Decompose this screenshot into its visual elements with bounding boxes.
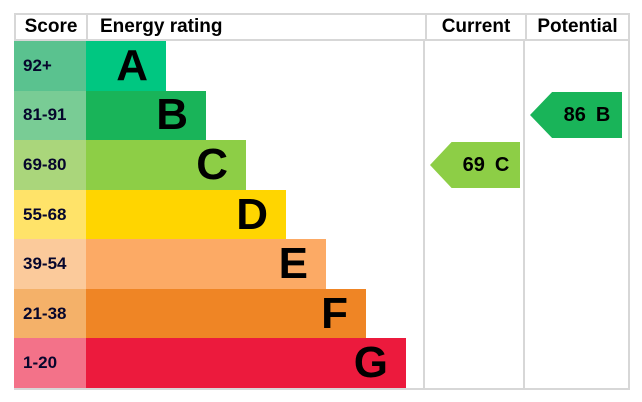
chart-body: 92+ A 81-91 B 69-80 C 55-68 D 39-54 E 21…: [14, 41, 630, 390]
score-range: 21-38: [14, 288, 86, 339]
band-bar-e: E: [86, 239, 326, 289]
divider-right-edge: [628, 41, 630, 388]
potential-rating-arrow: 86 B: [530, 92, 622, 138]
band-letter: D: [236, 189, 268, 239]
band-bar-b: B: [86, 90, 206, 141]
band-row-e: 39-54 E: [14, 239, 630, 289]
band-row-b: 81-91 B: [14, 90, 630, 141]
score-range: 81-91: [14, 90, 86, 141]
score-range: 39-54: [14, 239, 86, 289]
header-current: Current: [425, 15, 525, 39]
current-band-letter: C: [494, 153, 510, 176]
header-potential: Potential: [525, 15, 630, 39]
current-rating-arrow: 69 C: [430, 142, 520, 188]
band-row-d: 55-68 D: [14, 189, 630, 240]
score-range: 1-20: [14, 338, 86, 389]
band-row-c: 69-80 C: [14, 140, 630, 190]
band-row-g: 1-20 G: [14, 338, 630, 389]
band-letter: A: [116, 40, 148, 90]
score-range: 69-80: [14, 140, 86, 190]
band-row-f: 21-38 F: [14, 288, 630, 339]
score-range: 92+: [14, 41, 86, 91]
table-header: Score Energy rating Current Potential: [14, 13, 630, 41]
divider-current-potential: [523, 41, 525, 388]
current-score-value: 69: [462, 153, 485, 176]
score-range: 55-68: [14, 189, 86, 240]
band-letter: F: [321, 288, 348, 338]
potential-band-letter: B: [595, 103, 611, 126]
band-bar-d: D: [86, 189, 286, 240]
potential-score-value: 86: [563, 103, 586, 126]
divider-rating-current: [423, 41, 425, 388]
header-energy-rating: Energy rating: [86, 15, 425, 39]
epc-table: Score Energy rating Current Potential 92…: [14, 13, 630, 390]
band-row-a: 92+ A: [14, 41, 630, 91]
band-letter: C: [196, 139, 228, 189]
header-score: Score: [14, 15, 86, 39]
band-bar-c: C: [86, 140, 246, 190]
band-letter: G: [353, 338, 388, 388]
band-letter: B: [156, 90, 188, 140]
band-bar-a: A: [86, 41, 166, 91]
band-bar-g: G: [86, 338, 406, 389]
band-letter: E: [278, 239, 308, 289]
band-rows: 92+ A 81-91 B 69-80 C 55-68 D 39-54 E 21…: [14, 41, 630, 389]
band-bar-f: F: [86, 288, 366, 339]
